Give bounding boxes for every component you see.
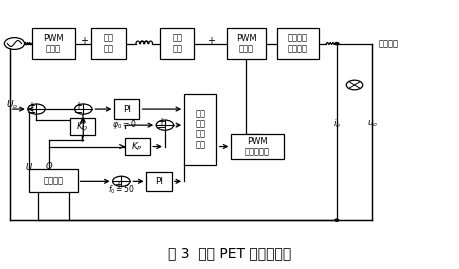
Text: 滤波器及
限流电抗: 滤波器及 限流电抗 [287,34,307,53]
Text: −: − [74,108,83,118]
Text: 形成
正弦
调制
信号: 形成 正弦 调制 信号 [195,109,205,149]
Bar [124,138,150,155]
Text: $K_Q$: $K_Q$ [76,120,89,133]
Bar [32,28,75,59]
Text: 图 3  单台 PET 控制原理图: 图 3 单台 PET 控制原理图 [168,247,291,261]
Text: +: + [79,36,88,46]
Bar [160,28,194,59]
Circle shape [112,176,130,186]
Text: $K_P$: $K_P$ [131,140,143,153]
Bar [91,28,125,59]
Text: $Q$: $Q$ [45,160,53,172]
Text: 电量计算: 电量计算 [43,176,63,185]
Circle shape [4,38,24,49]
Circle shape [334,42,338,45]
Bar [230,134,283,159]
Circle shape [156,120,173,130]
Text: $u_o$: $u_o$ [366,119,377,129]
Text: PI: PI [155,177,162,186]
Text: +: + [113,180,121,190]
Text: +: + [157,117,164,127]
Circle shape [28,104,45,114]
Text: PWM
脉冲发生器: PWM 脉冲发生器 [245,137,269,156]
Text: $U_o$: $U_o$ [6,98,18,111]
Bar [146,172,171,191]
Text: −: − [156,123,166,133]
Text: −: − [27,108,36,118]
Text: PWM
逆变器: PWM 逆变器 [235,34,256,53]
Bar [226,28,265,59]
Text: 高频
整流: 高频 整流 [172,34,182,53]
Circle shape [74,104,92,114]
Circle shape [346,80,362,90]
Circle shape [334,219,338,221]
Text: PI: PI [123,105,130,114]
Text: +: + [27,101,35,111]
Text: +: + [207,36,215,46]
Bar [114,100,139,119]
Bar [276,28,318,59]
Text: 高频
逆变: 高频 逆变 [103,34,113,53]
Text: $f_0=50$: $f_0=50$ [107,183,134,196]
Bar [184,94,216,165]
Text: PWM
整流器: PWM 整流器 [43,34,64,53]
Bar [70,118,95,135]
Text: 公共母线: 公共母线 [378,39,398,48]
Text: $\varphi_0=0$: $\varphi_0=0$ [112,118,136,131]
Text: $U$: $U$ [25,161,33,172]
Bar [29,169,78,192]
Text: +: + [74,101,82,111]
Text: $i_o$: $i_o$ [332,118,340,130]
